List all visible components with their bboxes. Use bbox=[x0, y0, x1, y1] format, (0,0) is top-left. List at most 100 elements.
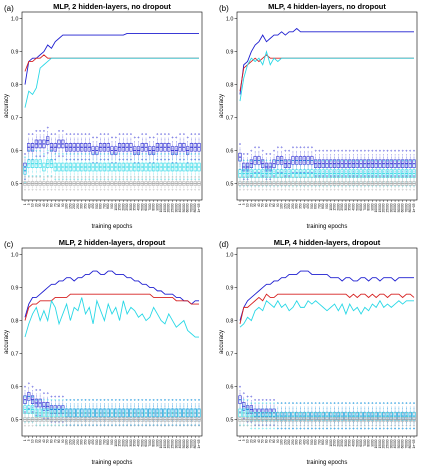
x-tick-label: 60000 bbox=[186, 439, 190, 448]
box-outlier bbox=[99, 399, 102, 401]
box-outlier bbox=[284, 412, 287, 414]
box-outlier bbox=[356, 402, 359, 404]
box-outlier bbox=[141, 176, 144, 178]
box-outlier bbox=[326, 149, 328, 152]
box-outlier bbox=[352, 188, 355, 191]
box-outlier bbox=[299, 402, 302, 404]
box-outlier bbox=[122, 153, 125, 155]
panel-label: (a) bbox=[4, 4, 14, 13]
y-tick-label: 0.5 bbox=[226, 182, 234, 188]
x-tick-label: 80 bbox=[272, 439, 276, 443]
x-tick-label: 8000 bbox=[367, 203, 371, 210]
series-line-mid bbox=[239, 293, 415, 324]
x-tick-label: 3000 bbox=[344, 439, 348, 446]
box-outlier bbox=[118, 178, 121, 181]
box-outlier bbox=[194, 178, 197, 181]
box-outlier bbox=[99, 158, 102, 161]
box-outlier bbox=[246, 188, 249, 191]
box-outlier bbox=[145, 153, 147, 155]
box-outlier bbox=[341, 188, 343, 191]
x-tick-label: 900 bbox=[110, 439, 114, 445]
box-outlier bbox=[390, 424, 393, 427]
x-tick-label: 20000 bbox=[382, 203, 386, 212]
box-outlier bbox=[405, 412, 408, 414]
box-outlier bbox=[258, 402, 260, 404]
box-outlier bbox=[54, 158, 57, 161]
box-outlier bbox=[114, 188, 117, 191]
box-outlier bbox=[288, 149, 290, 152]
box-outlier bbox=[341, 159, 343, 162]
box-outlier bbox=[273, 188, 275, 191]
panel-a: (a) MLP, 2 hidden-layers, no dropout 0.5 0.… bbox=[4, 2, 203, 230]
box-outlier bbox=[299, 146, 302, 149]
box-outlier bbox=[280, 424, 283, 427]
box-outlier bbox=[164, 178, 166, 181]
y-tick-label: 1.0 bbox=[226, 253, 234, 259]
x-tick-label: 15000 bbox=[163, 439, 167, 448]
panel-label: (b) bbox=[219, 4, 229, 13]
box-outlier bbox=[80, 153, 83, 155]
box-outlier bbox=[246, 176, 249, 178]
x-tick-label: 350 bbox=[299, 203, 303, 209]
x-tick-label: 500 bbox=[310, 203, 314, 209]
box-outlier bbox=[413, 427, 415, 430]
x-tick-label: 600 bbox=[99, 439, 103, 445]
box-outlier bbox=[398, 188, 400, 191]
x-tick-label: 200 bbox=[287, 203, 291, 209]
box-outlier bbox=[137, 178, 140, 181]
box-outlier bbox=[54, 395, 57, 398]
box-outlier bbox=[284, 188, 287, 191]
box-outlier bbox=[242, 159, 245, 162]
x-tick-label: 30000 bbox=[389, 203, 393, 212]
box-outlier bbox=[107, 188, 110, 191]
box-outlier bbox=[401, 188, 404, 191]
x-tick-label: 60000 bbox=[401, 439, 405, 448]
box-outlier bbox=[280, 427, 283, 430]
box-outlier bbox=[24, 395, 26, 398]
box-outlier bbox=[62, 153, 64, 155]
box-outlier bbox=[375, 176, 377, 178]
box-outlier bbox=[198, 178, 200, 181]
x-tick-label: 350 bbox=[84, 439, 88, 445]
box-outlier bbox=[269, 412, 272, 414]
box-outlier bbox=[88, 424, 91, 427]
x-tick-label: 150 bbox=[68, 203, 72, 209]
panel-d: (d) MLP, 4 hidden-layers, dropout 0.5 0.6 0.… bbox=[219, 238, 418, 466]
box-outlier bbox=[130, 188, 132, 191]
box-outlier bbox=[58, 178, 60, 181]
x-tick-label: 20000 bbox=[167, 439, 171, 448]
box-outlier bbox=[314, 424, 317, 427]
box-outlier bbox=[186, 178, 189, 181]
box-outlier bbox=[24, 178, 26, 181]
box-outlier bbox=[258, 176, 260, 178]
box-outlier bbox=[24, 176, 26, 178]
box-outlier bbox=[84, 158, 87, 161]
box-outlier bbox=[164, 153, 166, 155]
x-tick-label: 4000 bbox=[351, 439, 355, 446]
box-outlier bbox=[280, 146, 283, 149]
box-outlier bbox=[356, 159, 359, 162]
box-outlier bbox=[375, 188, 377, 191]
box-outlier bbox=[160, 424, 162, 427]
box-outlier bbox=[24, 188, 26, 191]
x-tick-label: 400 bbox=[302, 203, 306, 209]
box-outlier bbox=[152, 176, 155, 178]
box-outlier bbox=[409, 176, 412, 178]
x-tick-label: 40000 bbox=[178, 203, 182, 212]
x-tick-label: 5 bbox=[27, 203, 31, 205]
box-outlier bbox=[284, 427, 287, 430]
box-outlier bbox=[265, 188, 268, 191]
x-axis-label: training epochs bbox=[307, 224, 348, 230]
box-outlier bbox=[73, 412, 75, 414]
box-outlier bbox=[65, 133, 68, 135]
box-outlier bbox=[111, 188, 113, 191]
box-outlier bbox=[167, 176, 170, 178]
box-outlier bbox=[303, 412, 306, 414]
box-outlier bbox=[39, 155, 41, 157]
box-outlier bbox=[379, 176, 381, 178]
box-outlier bbox=[394, 412, 396, 414]
box-outlier bbox=[318, 176, 321, 178]
box-outlier bbox=[31, 133, 34, 135]
box-outlier bbox=[58, 130, 60, 132]
box-outlier bbox=[322, 412, 325, 414]
